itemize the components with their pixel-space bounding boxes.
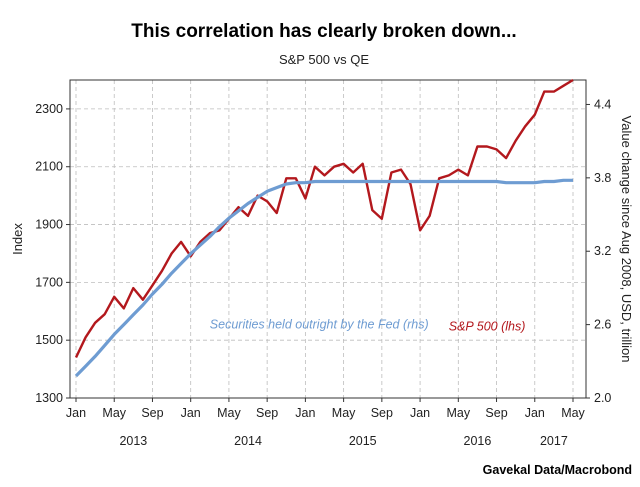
x-month-tick-label: Jan <box>410 406 430 420</box>
x-month-tick-label: May <box>446 406 470 420</box>
series-line-sp500 <box>74 78 574 359</box>
y-right-tick-label: 4.4 <box>594 97 611 111</box>
axis-ticks: 1300 1500 1700 1900 2100 2300 2.0 2.6 3.2 3.8 4.4 J… <box>35 97 611 448</box>
y-axis-left-label: Index <box>10 223 25 255</box>
x-month-tick-label: Jan <box>66 406 86 420</box>
y-right-tick-label: 3.8 <box>594 171 611 185</box>
plot-frame <box>69 79 587 399</box>
x-month-tick-label: May <box>332 406 356 420</box>
x-month-tick-label: Sep <box>371 406 393 420</box>
series-line-fed-securities <box>74 178 573 378</box>
x-year-label: 2017 <box>540 434 568 448</box>
x-month-tick-label: May <box>561 406 585 420</box>
source-label: Gavekal Data/Macrobond <box>483 463 632 477</box>
y-left-tick-label: 2300 <box>35 102 63 116</box>
x-year-label: 2014 <box>234 434 262 448</box>
chart-subtitle: S&P 500 vs QE <box>279 52 369 67</box>
y-left-tick-label: 1700 <box>35 275 63 289</box>
annotations: Securities held outright by the Fed (rhs… <box>210 317 526 333</box>
x-year-label: 2013 <box>119 434 147 448</box>
y-left-tick-label: 2100 <box>35 160 63 174</box>
x-year-label: 2016 <box>464 434 492 448</box>
y-right-tick-label: 2.6 <box>594 318 611 332</box>
x-month-tick-label: Sep <box>141 406 163 420</box>
y-left-tick-label: 1300 <box>35 391 63 405</box>
x-year-label: 2015 <box>349 434 377 448</box>
chart-title: This correlation has clearly broken down… <box>131 21 516 42</box>
y-right-tick-label: 2.0 <box>594 391 611 405</box>
x-month-tick-label: May <box>102 406 126 420</box>
grid <box>70 80 586 399</box>
y-axis-right-label: Value change since Aug 2008, USD, trilli… <box>619 116 634 363</box>
y-left-tick-label: 1500 <box>35 333 63 347</box>
series-lines <box>74 78 574 378</box>
x-month-tick-label: Jan <box>295 406 315 420</box>
y-left-tick-label: 1900 <box>35 218 63 232</box>
y-right-tick-label: 3.2 <box>594 244 611 258</box>
annotation-fed-securities: Securities held outright by the Fed (rhs… <box>210 317 429 331</box>
x-month-tick-label: Jan <box>181 406 201 420</box>
x-month-tick-label: Sep <box>485 406 507 420</box>
x-month-tick-label: Sep <box>256 406 278 420</box>
x-month-tick-label: May <box>217 406 241 420</box>
x-month-tick-label: Jan <box>525 406 545 420</box>
annotation-sp500: S&P 500 (lhs) <box>449 320 526 334</box>
